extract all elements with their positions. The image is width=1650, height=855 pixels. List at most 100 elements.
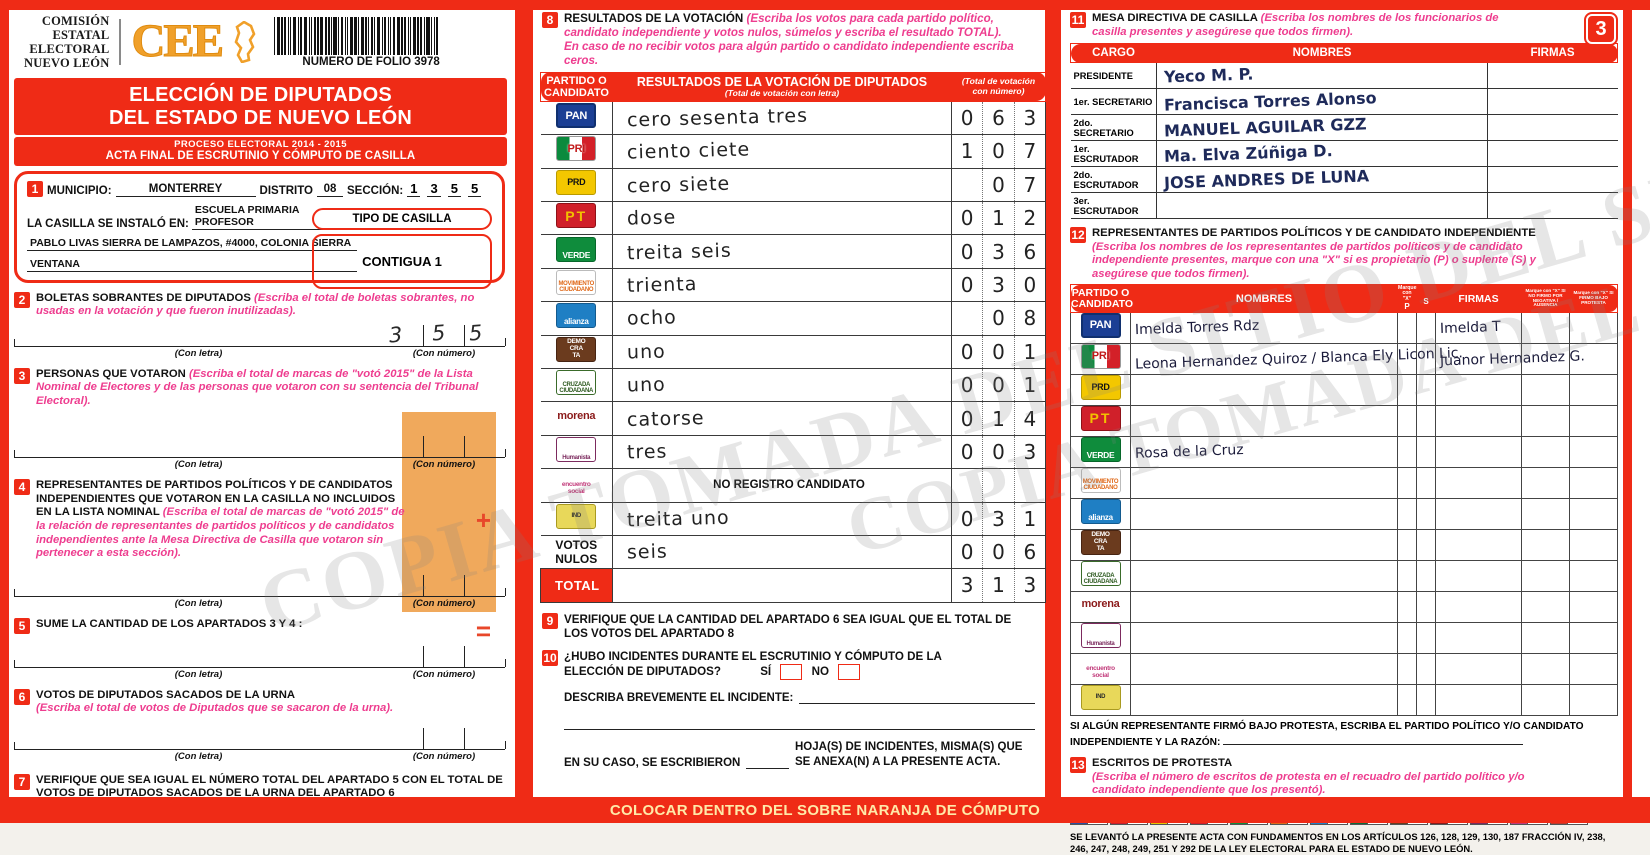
letra-cell[interactable]: tres [613,435,952,468]
rep-nombre-cell[interactable] [1131,560,1398,591]
distrito-value[interactable]: 08 [317,183,343,197]
rep-s-checkbox[interactable] [1417,529,1436,560]
rep-protesta-cell[interactable] [1570,529,1618,560]
nombre-cell[interactable]: JOSE ANDRES DE LUNA [1157,167,1488,193]
describe-incident-input-line2[interactable] [564,716,1035,730]
letra-cell[interactable]: treita seis [613,235,952,268]
letra-cell[interactable]: dose [613,201,952,234]
letra-cell[interactable]: catorse [613,402,952,435]
address-line-1[interactable]: ESCUELA PRIMARIA PROFESOR [192,204,327,230]
letra-cell[interactable]: uno [613,368,952,401]
rep-negativa-cell[interactable] [1522,560,1570,591]
firma-cell[interactable] [1488,89,1618,115]
rep-protesta-cell[interactable] [1570,653,1618,684]
rep-nombre-cell[interactable]: Leona Hernandez Quiroz / Blanca Ely Lico… [1131,343,1398,374]
rep-s-checkbox[interactable] [1417,436,1436,467]
firma-cell[interactable] [1488,115,1618,141]
firma-cell[interactable] [1488,167,1618,193]
rep-s-checkbox[interactable] [1417,653,1436,684]
firma-cell[interactable] [1488,193,1618,219]
rep-negativa-cell[interactable] [1522,684,1570,715]
section-5-letra-field[interactable]: (Con letra) [14,646,383,680]
letra-cell[interactable]: treita uno [613,502,952,535]
section-3-numero-field[interactable]: (Con número) [383,436,505,470]
protest-reason-input[interactable] [1223,734,1523,745]
section-2-numero-field[interactable]: 3 5 5 (Con número) [383,325,505,359]
address-line-3[interactable]: VENTANA [27,258,357,272]
rep-s-checkbox[interactable] [1417,560,1436,591]
rep-p-checkbox[interactable] [1398,467,1417,498]
letra-cell[interactable]: seis [613,535,952,568]
incident-yes-checkbox[interactable] [780,664,802,680]
rep-negativa-cell[interactable] [1522,622,1570,653]
letra-cell[interactable]: ocho [613,302,952,335]
rep-p-checkbox[interactable] [1398,405,1417,436]
nombre-cell[interactable] [1157,193,1488,219]
rep-s-checkbox[interactable] [1417,498,1436,529]
rep-firma-cell[interactable] [1436,467,1522,498]
letra-cell[interactable]: uno [613,335,952,368]
rep-firma-cell[interactable]: Imelda T [1436,312,1522,343]
rep-nombre-cell[interactable] [1131,374,1398,405]
tipo-casilla-value[interactable]: CONTIGUA 1 [312,234,492,289]
rep-nombre-cell[interactable] [1131,653,1398,684]
rep-p-checkbox[interactable] [1398,312,1417,343]
rep-nombre-cell[interactable]: Imelda Torres Rdz [1131,312,1398,343]
rep-firma-cell[interactable] [1436,374,1522,405]
rep-protesta-cell[interactable] [1570,436,1618,467]
letra-cell[interactable]: cero sesenta tres [613,101,952,134]
rep-nombre-cell[interactable] [1131,591,1398,622]
rep-firma-cell[interactable] [1436,436,1522,467]
rep-negativa-cell[interactable] [1522,467,1570,498]
nombre-cell[interactable]: Francisca Torres Alonso [1157,89,1488,115]
rep-nombre-cell[interactable] [1131,529,1398,560]
rep-p-checkbox[interactable] [1398,529,1417,560]
rep-protesta-cell[interactable] [1570,591,1618,622]
rep-protesta-cell[interactable] [1570,467,1618,498]
nombre-cell[interactable]: MANUEL AGUILAR GZZ [1157,115,1488,141]
rep-negativa-cell[interactable] [1522,498,1570,529]
rep-negativa-cell[interactable] [1522,591,1570,622]
rep-p-checkbox[interactable] [1398,436,1417,467]
rep-p-checkbox[interactable] [1398,653,1417,684]
rep-protesta-cell[interactable] [1570,312,1618,343]
rep-nombre-cell[interactable] [1131,684,1398,715]
rep-protesta-cell[interactable] [1570,405,1618,436]
rep-protesta-cell[interactable] [1570,560,1618,591]
municipio-value[interactable]: MONTERREY [116,183,256,197]
section-6-numero-field[interactable]: (Con número) [383,728,505,762]
rep-negativa-cell[interactable] [1522,374,1570,405]
rep-s-checkbox[interactable] [1417,405,1436,436]
rep-negativa-cell[interactable] [1522,312,1570,343]
rep-protesta-cell[interactable] [1570,498,1618,529]
rep-p-checkbox[interactable] [1398,591,1417,622]
rep-p-checkbox[interactable] [1398,374,1417,405]
rep-nombre-cell[interactable]: Rosa de la Cruz [1131,436,1398,467]
rep-firma-cell[interactable] [1436,529,1522,560]
incident-no-checkbox[interactable] [838,664,860,680]
rep-protesta-cell[interactable] [1570,684,1618,715]
rep-nombre-cell[interactable] [1131,622,1398,653]
section-4-letra-field[interactable]: (Con letra) [14,575,383,609]
firma-cell[interactable] [1488,63,1618,89]
rep-s-checkbox[interactable] [1417,467,1436,498]
rep-s-checkbox[interactable] [1417,374,1436,405]
section-5-numero-field[interactable]: (Con número) [383,646,505,680]
rep-negativa-cell[interactable] [1522,405,1570,436]
seccion-digits[interactable]: 1 3 5 5 [407,181,481,197]
rep-firma-cell[interactable] [1436,560,1522,591]
section-4-numero-field[interactable]: (Con número) [383,575,505,609]
describe-incident-input[interactable] [799,690,1035,704]
rep-firma-cell[interactable] [1436,591,1522,622]
rep-firma-cell[interactable] [1436,405,1522,436]
rep-p-checkbox[interactable] [1398,498,1417,529]
